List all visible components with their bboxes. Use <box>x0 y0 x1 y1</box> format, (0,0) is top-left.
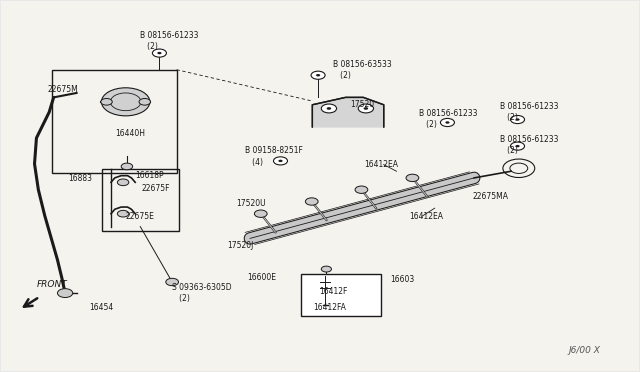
Text: 17520J: 17520J <box>228 241 254 250</box>
Text: 16412EA: 16412EA <box>409 212 444 221</box>
Circle shape <box>117 179 129 186</box>
Circle shape <box>321 266 332 272</box>
Circle shape <box>515 145 520 147</box>
Text: 16412FA: 16412FA <box>314 302 346 312</box>
Circle shape <box>305 198 318 205</box>
Text: 16883: 16883 <box>68 174 92 183</box>
Text: B 08156-61233
   (2): B 08156-61233 (2) <box>140 31 199 51</box>
Circle shape <box>406 174 419 182</box>
Circle shape <box>121 163 132 170</box>
Text: B 08156-61233
   (2): B 08156-61233 (2) <box>419 109 477 129</box>
Text: 22675F: 22675F <box>141 185 170 193</box>
Bar <box>102 169 179 231</box>
Circle shape <box>273 157 287 165</box>
Circle shape <box>58 289 73 298</box>
Text: 16412EA: 16412EA <box>365 160 399 169</box>
Circle shape <box>166 278 179 286</box>
Circle shape <box>139 99 150 105</box>
Circle shape <box>321 104 337 113</box>
Circle shape <box>117 211 129 217</box>
Text: 22675M: 22675M <box>47 85 78 94</box>
Text: S 09363-6305D
   (2): S 09363-6305D (2) <box>172 283 232 303</box>
Circle shape <box>278 160 283 162</box>
Circle shape <box>515 118 520 121</box>
Text: 16440H: 16440H <box>115 129 145 138</box>
Text: 17520: 17520 <box>351 100 374 109</box>
Circle shape <box>364 107 368 110</box>
Circle shape <box>311 71 325 79</box>
Circle shape <box>100 99 112 105</box>
Polygon shape <box>312 97 384 127</box>
Text: J6/00 X: J6/00 X <box>568 346 600 355</box>
Text: 16600E: 16600E <box>246 273 276 282</box>
Text: B 08156-61233
   (2): B 08156-61233 (2) <box>500 135 558 155</box>
Bar <box>301 273 381 316</box>
Text: B 08156-63533
   (2): B 08156-63533 (2) <box>333 60 392 80</box>
Circle shape <box>511 142 525 150</box>
Circle shape <box>316 74 320 77</box>
Text: FRONT: FRONT <box>36 280 67 289</box>
Circle shape <box>157 52 161 54</box>
Circle shape <box>358 104 374 113</box>
Circle shape <box>152 49 166 57</box>
Circle shape <box>445 121 449 124</box>
Text: 16618P: 16618P <box>135 171 164 180</box>
Circle shape <box>326 107 332 110</box>
Text: 16412F: 16412F <box>319 287 347 296</box>
Text: 17520U: 17520U <box>236 199 266 208</box>
Circle shape <box>440 118 454 126</box>
Text: B 08156-61233
   (2): B 08156-61233 (2) <box>500 102 558 122</box>
Text: 22675MA: 22675MA <box>473 192 509 201</box>
Text: 22675E: 22675E <box>125 212 154 221</box>
Bar <box>52 70 177 173</box>
Text: 16454: 16454 <box>90 303 113 312</box>
Circle shape <box>254 210 267 217</box>
Text: 16603: 16603 <box>390 275 414 283</box>
Circle shape <box>355 186 368 193</box>
Text: B 09158-8251F
   (4): B 09158-8251F (4) <box>245 147 303 167</box>
Circle shape <box>511 115 525 124</box>
Circle shape <box>101 88 150 116</box>
